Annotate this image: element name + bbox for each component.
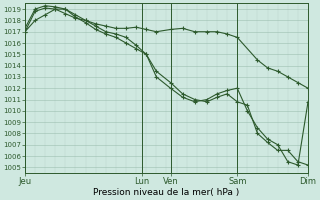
X-axis label: Pression niveau de la mer( hPa ): Pression niveau de la mer( hPa ) <box>93 188 240 197</box>
